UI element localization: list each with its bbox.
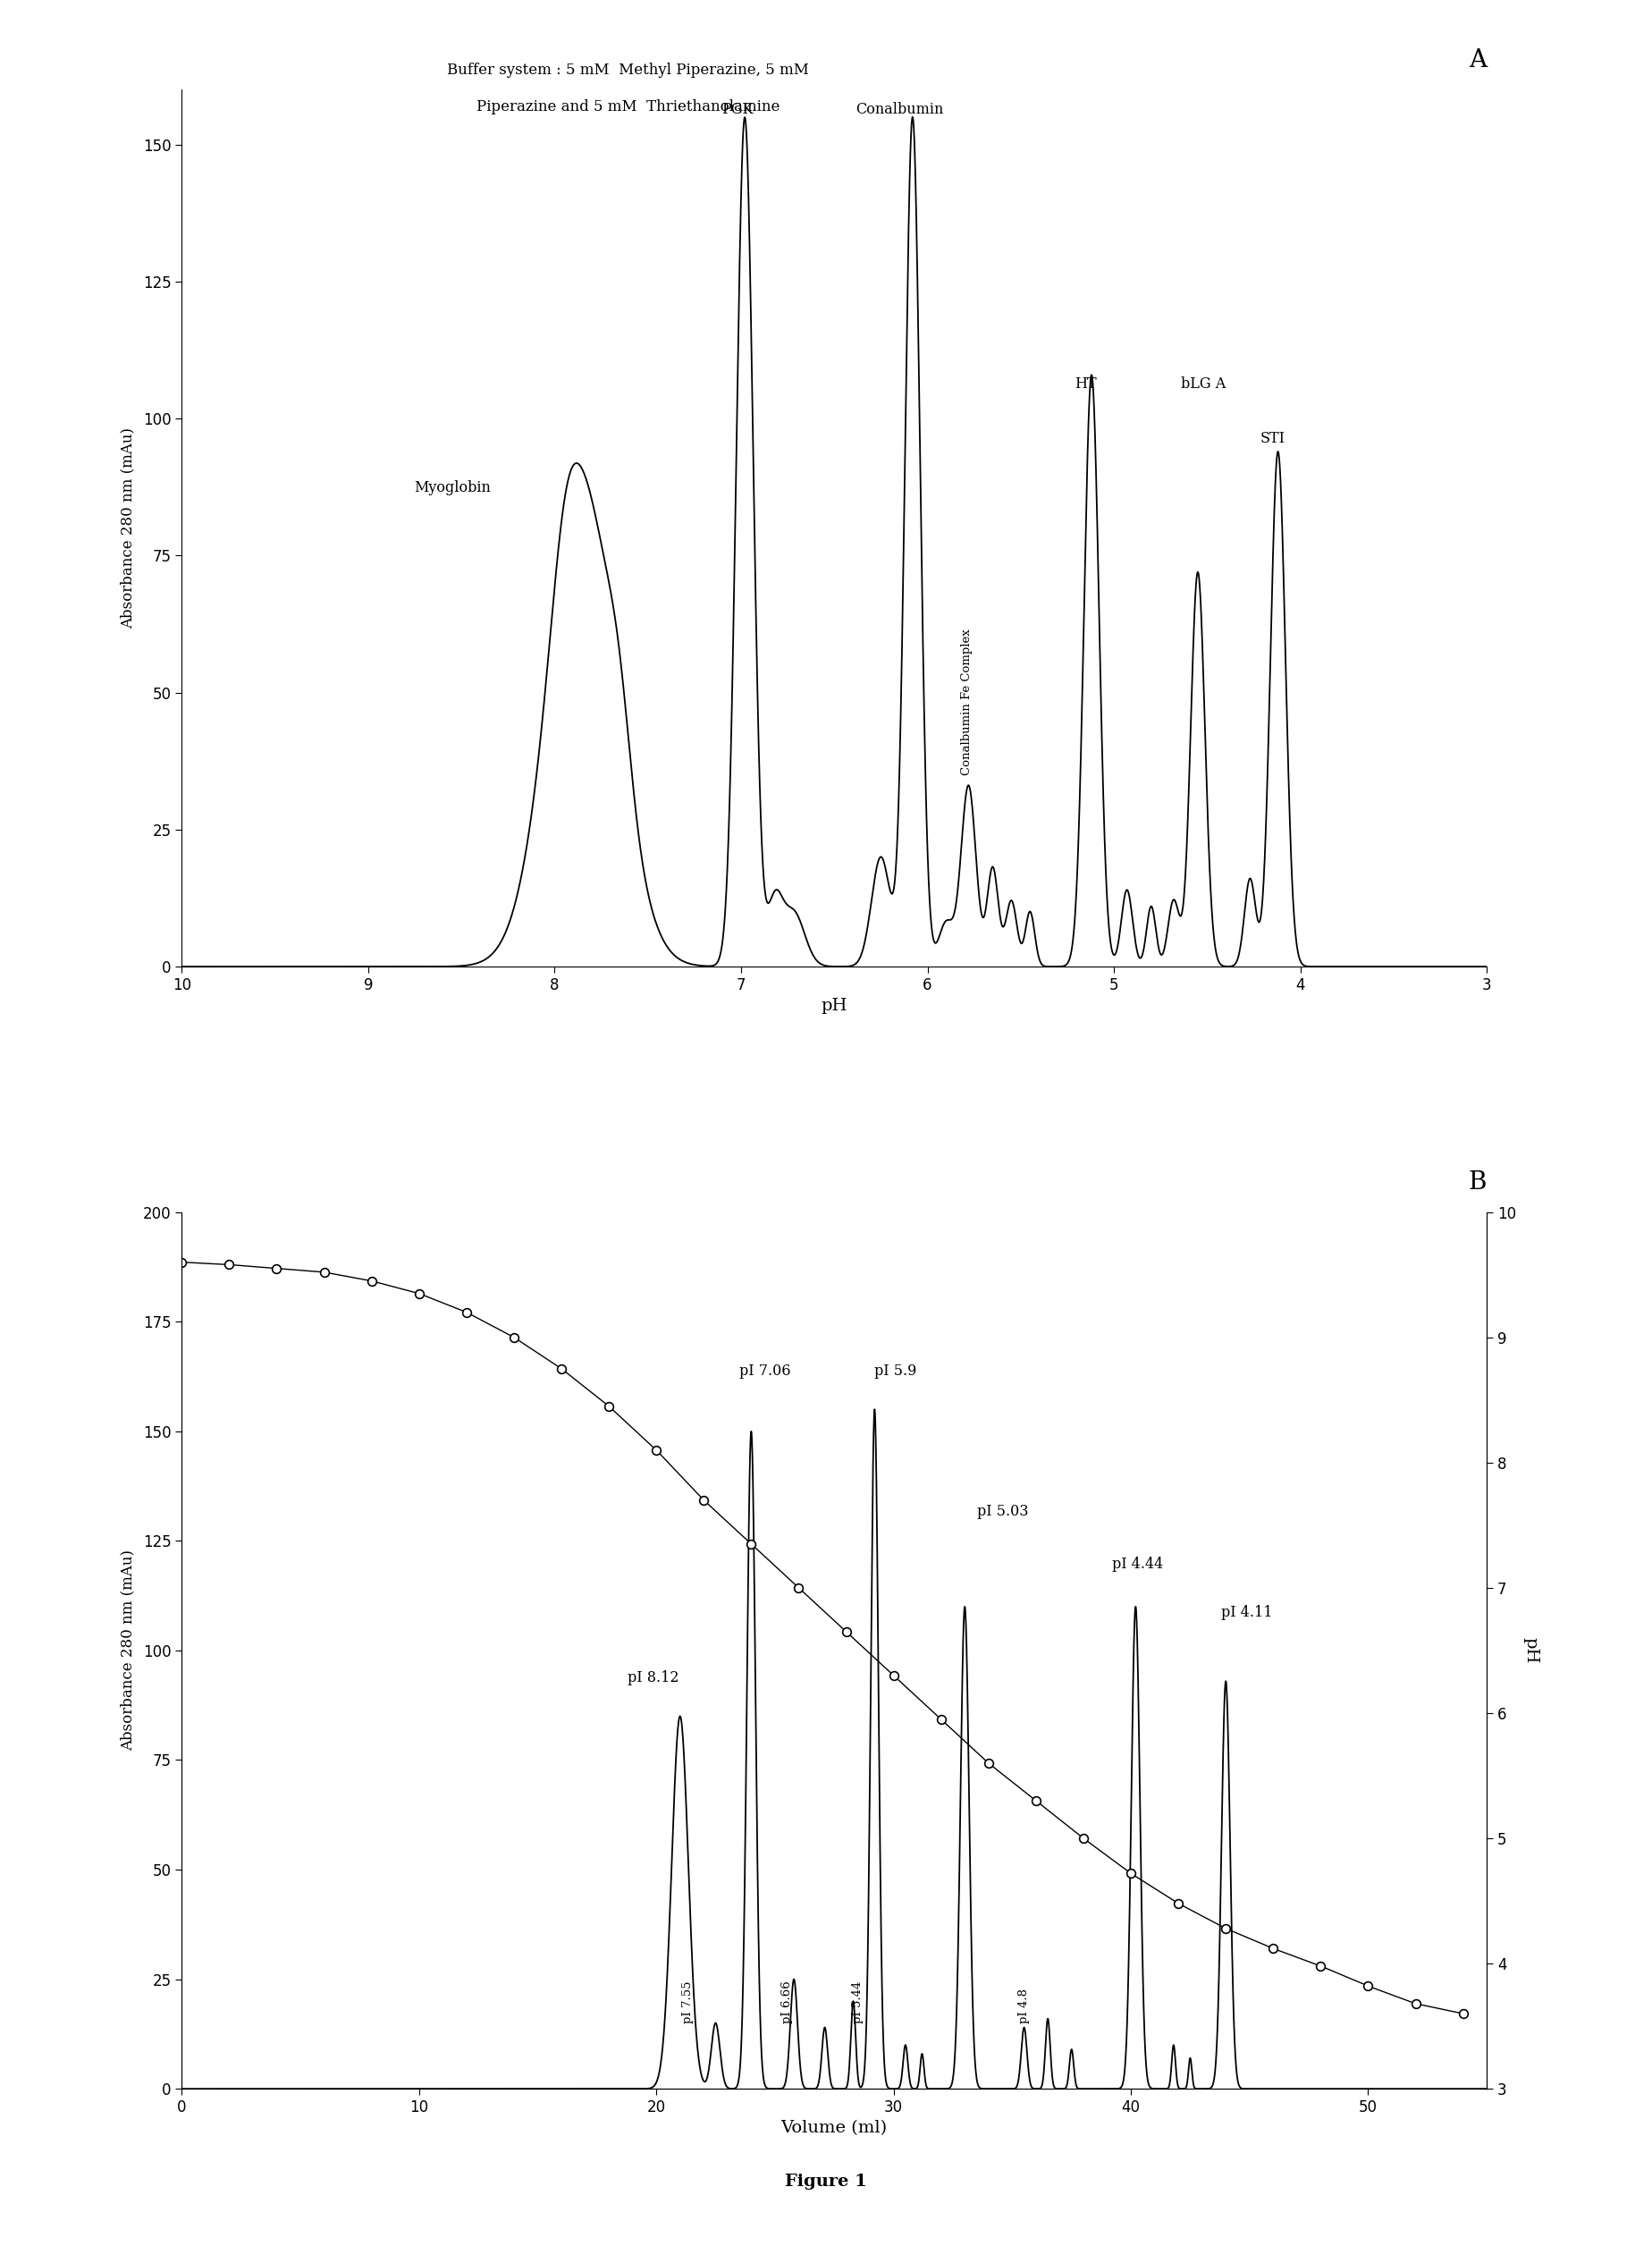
Text: Figure 1: Figure 1 — [785, 2174, 867, 2190]
Text: pI 4.44: pI 4.44 — [1112, 1556, 1163, 1572]
Text: Myoglobin: Myoglobin — [413, 481, 491, 496]
Text: Conalbumin Fe Complex: Conalbumin Fe Complex — [961, 629, 973, 775]
Text: A: A — [1469, 47, 1487, 72]
X-axis label: pH: pH — [821, 997, 847, 1015]
Text: pI 4.8: pI 4.8 — [1018, 1988, 1029, 2024]
Text: HT: HT — [1075, 375, 1097, 391]
Text: pI 7.55: pI 7.55 — [682, 1981, 694, 2024]
Text: Conalbumin: Conalbumin — [856, 101, 943, 117]
Y-axis label: Absorbance 280 nm (mAu): Absorbance 280 nm (mAu) — [121, 427, 135, 629]
Text: pI 5.9: pI 5.9 — [874, 1363, 917, 1379]
Text: pI 5.44: pI 5.44 — [852, 1981, 864, 2024]
Text: B: B — [1469, 1170, 1487, 1195]
Y-axis label: pH: pH — [1523, 1637, 1538, 1664]
Text: Buffer system : 5 mM  Methyl Piperazine, 5 mM: Buffer system : 5 mM Methyl Piperazine, … — [446, 63, 809, 79]
X-axis label: Volume (ml): Volume (ml) — [781, 2120, 887, 2136]
Text: pI 6.66: pI 6.66 — [781, 1981, 793, 2024]
Text: pI 8.12: pI 8.12 — [628, 1671, 679, 1684]
Text: bLG A: bLG A — [1181, 375, 1226, 391]
Text: PGK: PGK — [722, 101, 753, 117]
Text: pI 4.11: pI 4.11 — [1221, 1604, 1272, 1619]
Text: STI: STI — [1260, 431, 1285, 447]
Y-axis label: Absorbance 280 nm (mAu): Absorbance 280 nm (mAu) — [121, 1550, 135, 1752]
Text: pI 7.06: pI 7.06 — [740, 1363, 791, 1379]
Text: Piperazine and 5 mM  Thriethanolamine: Piperazine and 5 mM Thriethanolamine — [476, 99, 780, 115]
Text: pI 5.03: pI 5.03 — [976, 1505, 1028, 1518]
